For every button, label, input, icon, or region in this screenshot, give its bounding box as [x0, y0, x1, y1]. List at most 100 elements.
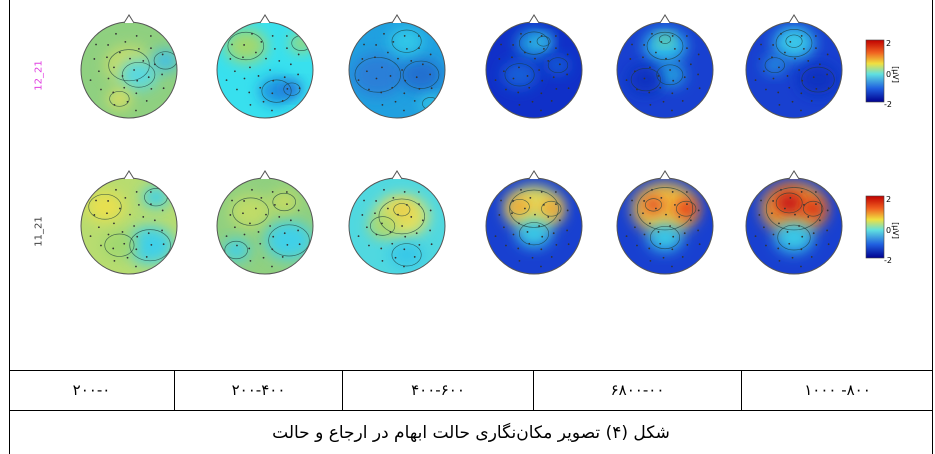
electrode-dot [236, 88, 238, 91]
electrode-dot [552, 76, 555, 79]
electrode-dot [361, 214, 364, 216]
electrode-dot [129, 57, 131, 60]
electrode-dot [126, 256, 129, 259]
electrode-dot [758, 214, 761, 216]
electrode-dot [649, 259, 652, 262]
colorbar-2-max: 2 [886, 195, 892, 204]
electrode-dot [566, 229, 569, 232]
electrode-dot [153, 219, 156, 222]
electrode-dot [161, 229, 164, 232]
topomap-patch [119, 59, 158, 91]
electrode-dot [271, 191, 274, 193]
electrode-dot [135, 109, 137, 112]
electrode-dot [552, 232, 555, 235]
topomap-contour [518, 222, 550, 246]
electrode-dot [651, 188, 653, 191]
topomap-contour [354, 56, 401, 93]
electrode-dot [633, 70, 636, 73]
topomap-patch [674, 199, 698, 218]
electrode-dot [518, 222, 520, 225]
electrode-dot [494, 235, 497, 238]
topomap-patch [658, 33, 672, 45]
row-label-2: 11_21 [33, 216, 45, 247]
electrode-dot [665, 213, 667, 216]
nose-icon [659, 170, 671, 180]
electrode-dot [113, 259, 116, 262]
electrode-dot [697, 229, 700, 232]
electrode-dot [137, 47, 140, 50]
electrode-dot [298, 243, 301, 246]
electrode-dot [518, 66, 520, 69]
colorbar-1-mid: 0 [886, 70, 892, 79]
topomap-patch [647, 223, 683, 252]
electrode-dot [418, 47, 420, 50]
topomap-contour [777, 224, 811, 251]
topomap-patch [229, 194, 272, 229]
electrode-dot [512, 233, 515, 236]
electrode-dot [794, 57, 796, 60]
electrode-dot [542, 203, 545, 206]
electrode-dot [229, 58, 232, 60]
cell-divider-1 [174, 370, 175, 410]
electrode-dot [567, 243, 570, 246]
electrode-dot [260, 40, 263, 43]
electrode-dot [671, 248, 674, 251]
topomap-contour [675, 200, 697, 217]
electrode-dot [801, 79, 804, 82]
electrode-dot [368, 244, 370, 247]
electrode-dot [135, 191, 138, 193]
electrode-dot [540, 191, 543, 193]
topomap-patch [628, 65, 664, 94]
electrode-dot [115, 188, 117, 191]
nose-icon [391, 14, 403, 24]
electrode-dot [413, 256, 416, 258]
electrode-dot [671, 35, 674, 37]
topomap-r1-200-400 [217, 22, 313, 118]
electrode-dot [136, 79, 139, 82]
electrode-dot [418, 87, 421, 90]
topomap-patch [784, 33, 804, 49]
topomap-contour [536, 35, 551, 47]
electrode-dot [815, 203, 817, 206]
electrode-dot [403, 92, 406, 95]
electrode-dot [827, 243, 830, 246]
electrode-dot [520, 32, 522, 35]
nose-icon [528, 170, 540, 180]
electrode-dot [97, 226, 100, 229]
colorbar [865, 195, 885, 259]
electrode-dot [800, 265, 802, 268]
electrode-dot [671, 191, 674, 193]
electrode-dot [251, 188, 253, 191]
electrode-dot [800, 109, 802, 112]
electrode-dot [649, 66, 651, 69]
range-cell-800-1000: ٨٠٠- ١٠٠٠ [804, 381, 871, 399]
electrode-dot [498, 58, 501, 60]
topomap-patch [763, 55, 787, 75]
nose-icon [788, 170, 800, 180]
electrode-dot [678, 216, 681, 218]
electrode-dot [107, 233, 110, 236]
electrode-dot [631, 199, 633, 202]
electrode-dot [531, 256, 534, 259]
electrode-dot [401, 69, 403, 71]
electrode-dot [800, 248, 803, 251]
electrode-dot [97, 70, 100, 73]
electrode-dot [643, 44, 646, 46]
electrode-dot [798, 225, 800, 227]
topomap-contour [232, 197, 269, 226]
topomap-contour [509, 198, 530, 215]
electrode-dot [381, 222, 383, 225]
electrode-dot [404, 79, 407, 82]
electrode-dot [255, 207, 257, 210]
electrode-dot [107, 77, 110, 80]
topomap-contour [121, 61, 156, 88]
electrode-dot [685, 35, 688, 37]
electrode-dot [660, 40, 663, 43]
table-line-middle [9, 410, 933, 411]
electrode-dot [800, 92, 803, 95]
electrode-dot [286, 87, 289, 90]
electrode-dot [786, 75, 789, 77]
electrode-dot [375, 77, 378, 80]
electrode-dot [100, 244, 102, 247]
electrode-dot [629, 214, 632, 216]
